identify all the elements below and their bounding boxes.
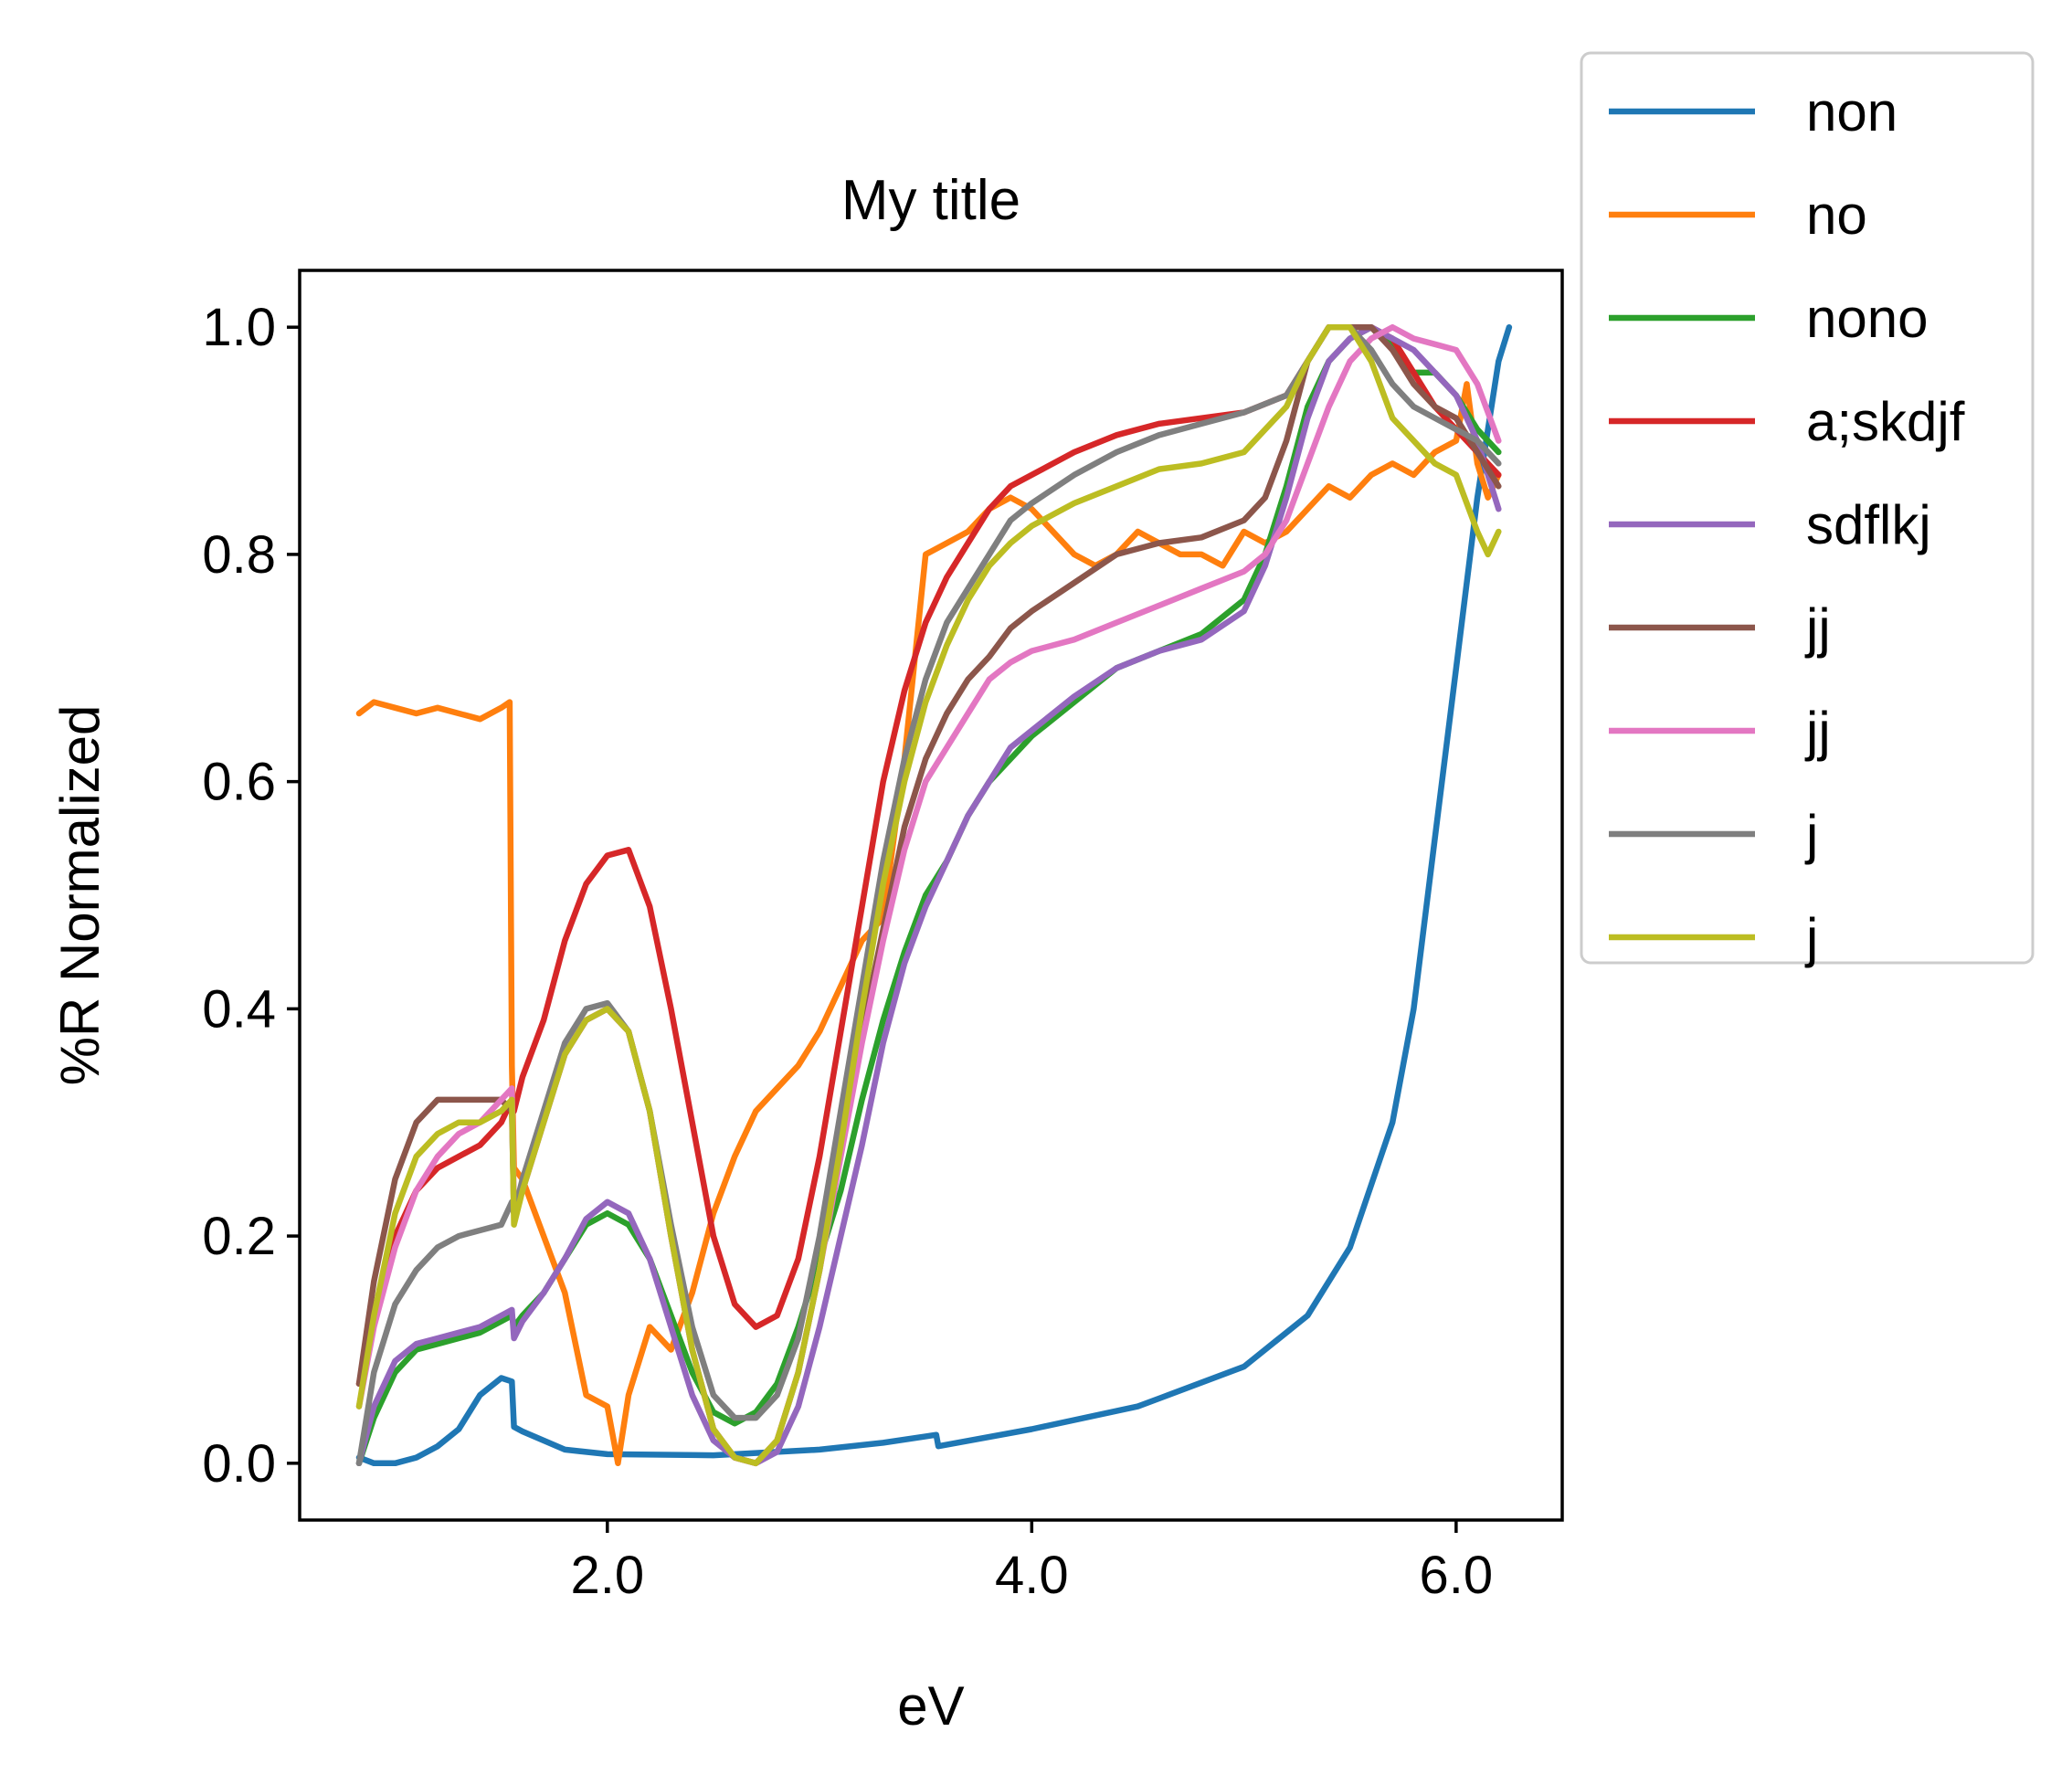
plot-frame xyxy=(298,269,1564,1522)
legend-label: jj xyxy=(1804,701,1831,762)
legend-label: j xyxy=(1804,804,1818,865)
y-axis: 0.0 0.2 0.4 0.6 0.8 1.0 xyxy=(202,298,300,1494)
legend-label: a;skdjf xyxy=(1806,391,1965,452)
legend-label: non xyxy=(1806,81,1898,143)
y-tick-label: 1.0 xyxy=(202,298,276,357)
y-tick-label: 0.2 xyxy=(202,1207,276,1266)
x-tick-label: 2.0 xyxy=(570,1546,644,1605)
legend-label: jj xyxy=(1804,597,1831,659)
series-layer xyxy=(355,323,1513,1467)
legend-label: j xyxy=(1804,907,1818,968)
chart-title: My title xyxy=(841,169,1020,232)
x-tick-label: 4.0 xyxy=(995,1546,1069,1605)
x-axis: 2.0 4.0 6.0 xyxy=(570,1520,1493,1605)
legend-label: no xyxy=(1806,185,1867,246)
y-tick-label: 0.6 xyxy=(202,753,276,812)
y-tick-label: 0.4 xyxy=(202,979,276,1039)
series-line-1 xyxy=(355,323,1513,1467)
y-axis-label: %R Normalized xyxy=(49,705,111,1086)
x-axis-label: eV xyxy=(897,1675,964,1737)
series-line-9 xyxy=(355,323,1502,1467)
x-tick-label: 6.0 xyxy=(1420,1546,1494,1605)
y-tick-label: 0.8 xyxy=(202,525,276,585)
series-line-5 xyxy=(355,323,1502,1467)
legend-box xyxy=(1580,51,2035,965)
legend-label: nono xyxy=(1806,288,1928,349)
legend-label: sdflkj xyxy=(1806,494,1931,555)
y-tick-label: 0.0 xyxy=(202,1434,276,1494)
